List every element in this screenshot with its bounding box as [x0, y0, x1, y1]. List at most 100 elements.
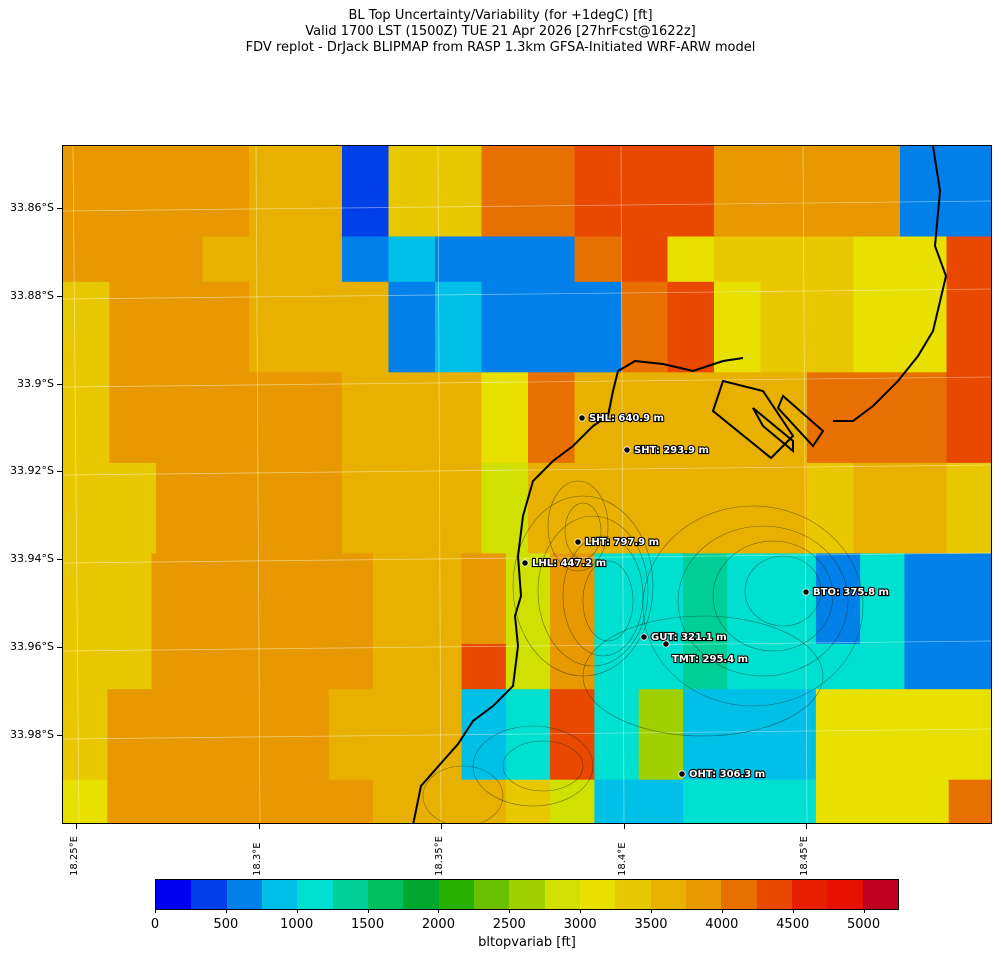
heatmap-cell	[946, 417, 991, 464]
heatmap-cell	[156, 281, 203, 328]
colorbar-tick-label: 500	[213, 917, 239, 932]
colorbar-segment	[226, 880, 262, 909]
heatmap-cell	[417, 598, 463, 645]
heatmap-cell	[107, 553, 153, 600]
heatmap-cell	[528, 417, 575, 464]
heatmap-cell	[771, 598, 817, 645]
colorbar-tick	[651, 909, 652, 913]
heatmap-cell	[638, 734, 684, 781]
lat-tick-label: 33.9°S	[17, 377, 54, 390]
heatmap-cell	[727, 553, 773, 600]
station-markers: SHL: 640.9 m SHT: 293.9 m LHT: 797.9 m LHL:…	[521, 412, 890, 781]
heatmap-cell	[342, 508, 389, 554]
colorbar-tick-label: 3000	[563, 917, 597, 932]
heatmap-cell	[195, 734, 241, 781]
heatmap-cell	[373, 734, 418, 781]
heatmap-cell	[900, 327, 947, 373]
heatmap-cell	[342, 417, 389, 464]
heatmap-cell	[760, 462, 808, 509]
heatmap-cell	[388, 236, 436, 283]
heatmap-cell	[714, 372, 761, 419]
heatmap-cell	[461, 643, 507, 690]
heatmap-cell	[109, 327, 157, 373]
heatmap-cell	[528, 508, 575, 554]
heatmap-cell	[807, 372, 854, 419]
colorbar-segment	[721, 880, 757, 909]
heatmap-cell	[151, 779, 197, 823]
station-marker-shl	[578, 414, 586, 422]
lat-tick	[57, 471, 62, 472]
heatmap-cell	[550, 553, 595, 600]
heatmap-cell	[807, 508, 854, 554]
heatmap-cell	[435, 508, 482, 554]
heatmap-cell	[948, 553, 991, 600]
heatmap-cell	[667, 372, 715, 419]
heatmap-cell	[240, 779, 285, 823]
heatmap-cell	[342, 462, 389, 509]
heatmap-cell	[683, 734, 728, 781]
heatmap-cell	[946, 327, 991, 373]
heatmap-cell	[860, 779, 905, 823]
heatmap-cell	[435, 327, 482, 373]
heatmap-cell	[807, 417, 854, 464]
station-label-shl: SHL: 640.9 m	[589, 413, 664, 424]
heatmap-cell	[714, 146, 761, 192]
heatmap-cell	[63, 146, 110, 192]
heatmap-cell	[156, 417, 203, 464]
colorbar-tick-label: 2000	[421, 917, 455, 932]
lat-tick-label: 33.92°S	[10, 464, 54, 477]
heatmap-cell	[948, 734, 991, 781]
heatmap-cell	[807, 146, 854, 192]
heatmap-cell	[63, 643, 108, 690]
heatmap-cell	[667, 191, 715, 238]
heatmap-cell	[109, 372, 157, 419]
heatmap-cell	[107, 779, 153, 823]
heatmap-cell	[550, 598, 595, 645]
heatmap-cell	[328, 643, 374, 690]
colorbar-tick-label: 0	[150, 917, 160, 932]
heatmap-cell	[109, 236, 157, 283]
lat-tick	[57, 559, 62, 560]
heatmap-cell	[388, 146, 436, 192]
heatmap-cell	[249, 372, 296, 419]
lat-tick-label: 33.98°S	[10, 728, 54, 741]
heatmap-cell	[373, 689, 418, 735]
station-label-tmt: TMT: 295.4 m	[672, 654, 748, 665]
colorbar-segment	[544, 880, 580, 909]
heatmap-cell	[638, 643, 684, 690]
station-marker-bto	[802, 588, 810, 596]
station-marker-lhl	[521, 559, 529, 567]
colorbar-tick-label: 1000	[280, 917, 314, 932]
heatmap-cell	[295, 281, 343, 328]
colorbar-segment	[650, 880, 686, 909]
heatmap-cell	[63, 417, 110, 464]
heatmap-cell	[714, 281, 761, 328]
heatmap-cell	[63, 734, 108, 781]
colorbar-segment	[332, 880, 368, 909]
heatmap-cell	[151, 689, 197, 735]
coastline	[412, 146, 948, 823]
heatmap-cell	[295, 417, 343, 464]
heatmap-cell	[481, 281, 529, 328]
lon-tick	[624, 824, 625, 829]
heatmap-cell	[461, 553, 507, 600]
colorbar-tick	[863, 909, 865, 913]
heatmap-cell	[714, 191, 761, 238]
heatmap-cell	[156, 236, 203, 283]
heatmap-cell	[461, 779, 507, 823]
heatmap-cell	[904, 643, 950, 690]
colorbar-segment	[156, 880, 192, 909]
heatmap-cell	[667, 327, 715, 373]
heatmap-cell	[295, 372, 343, 419]
heatmap-cell	[667, 236, 715, 283]
heatmap-cell	[109, 281, 157, 328]
heatmap-cell	[342, 191, 389, 238]
heatmap-cell	[760, 146, 808, 192]
heatmap-cell	[156, 508, 203, 554]
heatmap-cell	[202, 327, 250, 373]
heatmap-cell	[853, 281, 901, 328]
heatmap-cell	[683, 779, 728, 823]
station-label-oht: OHT: 306.3 m	[689, 769, 765, 780]
heatmap-cell	[328, 689, 374, 735]
heatmap-cell	[760, 236, 808, 283]
